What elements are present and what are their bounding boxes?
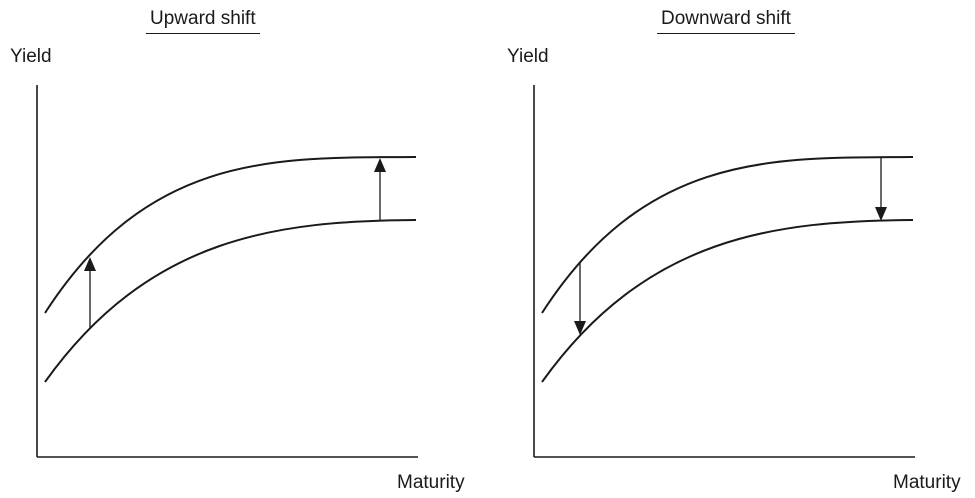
arrow-up-icon bbox=[84, 257, 96, 271]
arrow-down-icon bbox=[574, 321, 586, 335]
x-axis-label: Maturity bbox=[893, 472, 961, 493]
yield-curve-diagram bbox=[533, 85, 915, 458]
upper-yield-curve bbox=[541, 156, 914, 314]
panel-title: Upward shift bbox=[146, 8, 260, 34]
arrow-up-icon bbox=[374, 158, 386, 172]
arrow-down-icon bbox=[875, 207, 887, 221]
panel-title: Downward shift bbox=[657, 8, 795, 34]
lower-yield-curve bbox=[541, 219, 914, 383]
x-axis-label: Maturity bbox=[397, 472, 465, 493]
downward-shift-panel: Downward shift Yield Maturity bbox=[497, 0, 975, 498]
yield-curve-diagram bbox=[36, 85, 418, 458]
upward-shift-panel: Upward shift Yield Maturity bbox=[10, 8, 465, 493]
y-axis-label: Yield bbox=[507, 46, 549, 67]
upper-yield-curve bbox=[44, 156, 417, 314]
lower-yield-curve bbox=[44, 219, 417, 383]
y-axis-label: Yield bbox=[10, 46, 52, 67]
